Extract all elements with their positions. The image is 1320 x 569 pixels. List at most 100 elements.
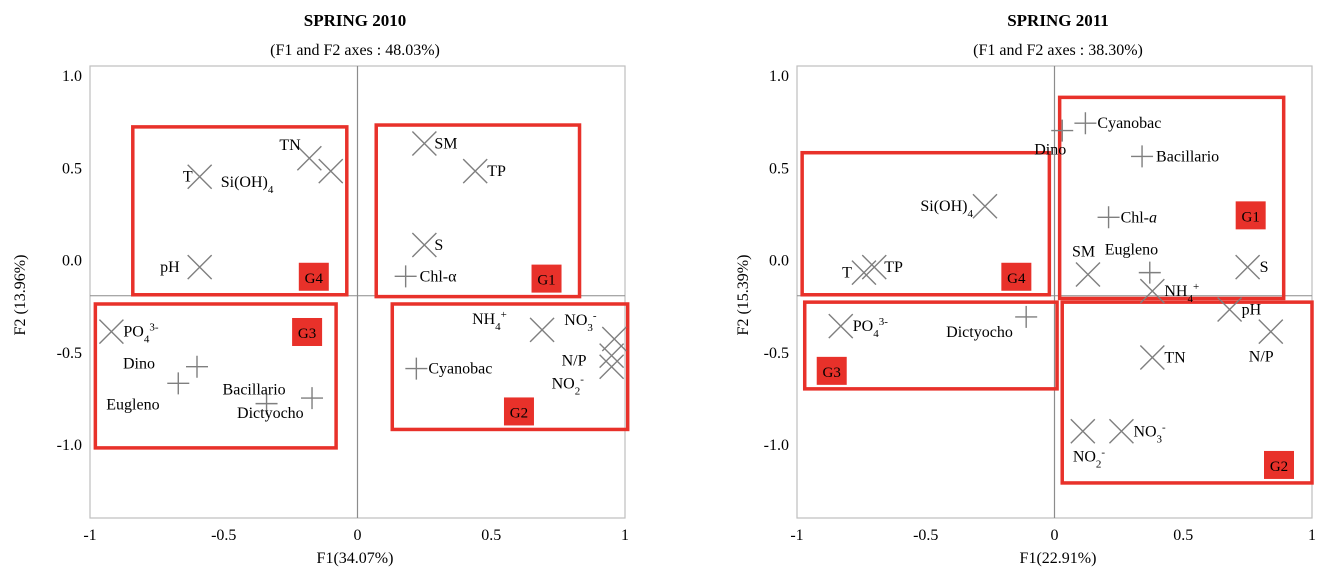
group-box-g3 — [93, 302, 338, 450]
x-tick-label: -1 — [83, 527, 96, 544]
observation-label-eugleno: Eugleno — [1105, 242, 1158, 259]
group-box-g1 — [1057, 95, 1286, 301]
observation-label-dino: Dino — [123, 356, 155, 373]
variable-marker-no3 — [1108, 418, 1134, 444]
variable-marker-po43 — [98, 319, 124, 345]
variable-label-s: S — [434, 237, 443, 254]
group-box-g4 — [800, 150, 1052, 297]
chart-subtitle-2011: (F1 and F2 axes : 38.30%) — [973, 42, 1143, 59]
variable-marker-ph — [1217, 297, 1243, 323]
observation-marker-eugleno — [167, 372, 190, 395]
y-tick-label: -0.5 — [57, 345, 82, 362]
variable-marker-n-p — [1258, 319, 1284, 345]
variable-label-ph: pH — [1242, 302, 1262, 319]
observation-label-dictyocho: Dictyocho — [946, 324, 1013, 341]
group-badge-g3 — [816, 356, 847, 385]
variable-marker-si-oh-4 — [972, 193, 998, 219]
observation-label-dino: Dino — [1034, 142, 1066, 159]
x-tick-label: -0.5 — [913, 527, 938, 544]
variable-marker-si-oh-4 — [318, 158, 344, 184]
observation-label-cyanobac: Cyanobac — [428, 361, 492, 378]
variable-label-no3: NO3- — [1133, 421, 1166, 445]
group-box-g2 — [1060, 300, 1314, 485]
variable-marker-t — [187, 164, 213, 190]
variable-marker-tn — [296, 145, 322, 171]
group-badge-label: G3 — [298, 326, 316, 342]
x-tick-label: 1 — [621, 527, 629, 544]
y-tick-label: 1.0 — [769, 68, 789, 85]
y-tick-label: 0.5 — [769, 160, 789, 177]
y-axis-label-2010: F2 (13.96%) — [12, 255, 29, 336]
variable-label-t: T — [842, 265, 852, 282]
variable-marker-no3 — [601, 326, 627, 352]
group-badge-label: G2 — [510, 405, 528, 421]
variable-label-tn: TN — [279, 137, 301, 154]
group-badge-g2 — [503, 397, 534, 426]
group-box-g1 — [374, 123, 582, 299]
variable-marker-tp — [462, 158, 488, 184]
observation-marker-bacillario — [255, 392, 278, 415]
variable-marker-no2 — [599, 354, 625, 380]
observation-marker-bacillario — [1131, 145, 1154, 168]
y-tick-label: 1.0 — [62, 68, 82, 85]
y-tick-label: -0.5 — [764, 345, 789, 362]
variable-label-sm: SM — [434, 135, 457, 152]
chart-title-2010: SPRING 2010 — [304, 11, 406, 30]
plot-area-2011: -1 -0.5 0 0.5 1 1.0 0.5 0.0 -0.5 -1.0 G1 G2 G3 G4 Si(O… — [764, 65, 1316, 544]
variable-label-n-p: N/P — [1249, 349, 1274, 366]
y-tick-label: 0.0 — [62, 253, 82, 270]
variable-label-po43: PO43- — [853, 316, 888, 340]
variable-marker-sm — [1075, 261, 1101, 287]
group-badge-label: G3 — [823, 365, 841, 381]
variable-label-po43: PO43- — [123, 322, 158, 346]
x-tick-label: -0.5 — [211, 527, 236, 544]
variable-label-no3: NO3- — [564, 310, 597, 334]
observation-marker-dino — [1051, 119, 1074, 142]
variable-marker-s — [1235, 254, 1261, 280]
y-tick-label: -1.0 — [764, 437, 789, 454]
group-badge-g1 — [1235, 201, 1266, 230]
variable-marker-t — [851, 260, 877, 286]
observation-label-bacillario: Bacillario — [1156, 148, 1219, 165]
variable-label-tn: TN — [1164, 349, 1186, 366]
group-box-g4 — [131, 125, 349, 297]
group-badge-label: G4 — [305, 271, 324, 287]
variable-marker-sm — [411, 130, 437, 156]
group-badge-label: G4 — [1007, 271, 1026, 287]
variable-label-si-oh-4: Si(OH)4 — [920, 198, 973, 220]
observation-label-bacillario: Bacillario — [223, 382, 286, 399]
group-badge-g1 — [531, 264, 562, 293]
chart-subtitle-2010: (F1 and F2 axes : 48.03%) — [270, 42, 440, 59]
group-badge-g4 — [298, 262, 329, 291]
variable-marker-ph — [187, 254, 213, 280]
variable-label-tp: TP — [487, 163, 506, 180]
variable-label-s: S — [1260, 259, 1269, 276]
variable-label-no2: NO2- — [552, 374, 585, 398]
x-axis-label-2011: F1(22.91%) — [1020, 550, 1097, 567]
y-axis-label-2011: F2 (15.39%) — [735, 255, 752, 336]
observation-label-chl: Chl-α — [420, 268, 457, 285]
variable-label-t: T — [183, 169, 193, 186]
chart-title-2011: SPRING 2011 — [1007, 11, 1109, 30]
variable-label-no2: NO2- — [1073, 446, 1106, 470]
x-tick-label: 1 — [1308, 527, 1316, 544]
variable-marker-no2 — [1070, 418, 1096, 444]
observation-marker-dictyocho — [301, 387, 324, 410]
y-tick-label: 0.0 — [769, 253, 789, 270]
group-badge-g4 — [1001, 262, 1032, 291]
observation-marker-cyanobac — [1074, 112, 1097, 135]
group-badge-label: G1 — [537, 273, 555, 289]
group-badge-label: G1 — [1242, 209, 1260, 225]
variable-label-nh4: NH4+ — [472, 309, 507, 333]
group-badge-g2 — [1264, 450, 1294, 479]
observation-label-eugleno: Eugleno — [106, 396, 159, 413]
observation-marker-cyanobac — [405, 357, 428, 380]
observation-marker-chl-a — [1097, 206, 1120, 229]
observation-label-dictyocho: Dictyocho — [237, 405, 304, 422]
variable-marker-po43 — [828, 313, 854, 339]
variable-label-tp: TP — [884, 259, 903, 276]
plot-area-2010: -1 -0.5 0 0.5 11.00.50.0-0.5-1.0G1G2G3G4SMTP… — [57, 65, 630, 544]
y-tick-label: 0.5 — [62, 160, 82, 177]
x-tick-label: -1 — [790, 527, 803, 544]
